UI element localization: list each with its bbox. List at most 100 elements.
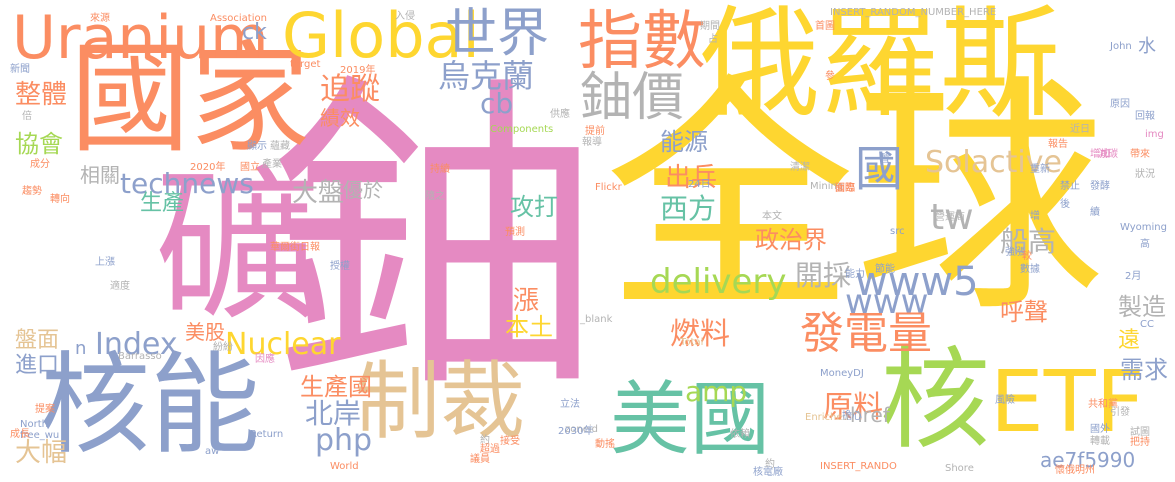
cloud-word: 烏克蘭 <box>438 57 535 95</box>
cloud-word: 依賴 <box>730 429 750 440</box>
cloud-word: 報導 <box>582 137 602 148</box>
cloud-word: 國外 <box>1090 424 1110 435</box>
cloud-word: 國際 <box>835 183 855 194</box>
cloud-word: 生產國 <box>300 373 372 401</box>
cloud-word: 核電廠 <box>753 467 783 478</box>
cloud-word: amp <box>685 375 748 408</box>
cloud-word: 持續 <box>430 164 450 175</box>
cloud-word: 礦 <box>155 151 320 343</box>
cloud-word: 國家 <box>70 30 310 169</box>
cloud-word: Wyoming <box>1120 222 1167 233</box>
cloud-word: cb <box>480 87 514 120</box>
cloud-word: 紛紛 <box>213 342 233 353</box>
cloud-word: target <box>290 59 321 70</box>
cloud-word: 授權 <box>330 261 350 272</box>
cloud-word: 原料 <box>823 390 883 425</box>
cloud-word: 趨勢 <box>22 186 42 197</box>
cloud-word: Mining <box>810 181 844 192</box>
cloud-word: 試圖 <box>1130 427 1150 438</box>
cloud-word: 全球 <box>605 54 1105 345</box>
cloud-word: 倍 <box>22 111 32 122</box>
cloud-word: www5 <box>855 259 979 305</box>
cloud-word: 攻打 <box>510 193 558 221</box>
cloud-word: 能力 <box>845 269 865 280</box>
cloud-word: 新聞 <box>10 64 30 75</box>
cloud-word: 俄羅斯 <box>700 0 1060 134</box>
cloud-word: 發酵 <box>1090 181 1110 192</box>
cloud-word: _blank <box>580 314 613 325</box>
cloud-word: 燃料 <box>670 317 730 352</box>
cloud-word: 參 <box>825 71 835 82</box>
cloud-word: www <box>845 282 929 322</box>
cloud-word: 優於 <box>343 178 383 202</box>
cloud-word: Solactive <box>925 145 1062 180</box>
cloud-word: World <box>330 461 359 472</box>
cloud-word: INSERT_RANDO <box>820 461 897 472</box>
cloud-word: 提前 <box>585 126 605 137</box>
cloud-word: 懷俄明州 <box>1055 465 1095 476</box>
cloud-word: 回報 <box>1135 111 1155 122</box>
cloud-word: delivery <box>650 262 787 302</box>
cloud-word: ETF <box>990 353 1145 452</box>
cloud-word: n <box>75 338 87 359</box>
cloud-word: 核 <box>880 336 990 464</box>
cloud-word: 世界 <box>445 4 550 64</box>
cloud-word: 遠 <box>1118 328 1141 353</box>
cloud-word: Total <box>680 337 704 348</box>
cloud-word: 近日 <box>1070 124 1090 135</box>
cloud-word: North <box>20 419 48 430</box>
cloud-word: 轉向 <box>50 194 70 205</box>
cloud-word: 後 <box>1060 199 1070 210</box>
cloud-word: 接受 <box>500 436 520 447</box>
cloud-word: 進口 <box>15 353 60 378</box>
cloud-word: 減碳 <box>1098 149 1118 160</box>
cloud-word: 上漲 <box>95 257 115 268</box>
cloud-word: 較 <box>1022 251 1032 262</box>
cloud-word: 2020年 <box>190 162 226 173</box>
cloud-word: 清潔 <box>790 162 810 173</box>
cloud-word: 追蹤 <box>320 72 380 107</box>
cloud-word: 生產 <box>140 191 185 216</box>
cloud-word: 能源 <box>660 128 708 156</box>
cloud-word: 擔心 <box>842 411 862 422</box>
cloud-word: ae7f5990 <box>1040 448 1136 472</box>
cloud-word: 重新 <box>1030 164 1050 175</box>
cloud-word: 北岸 <box>305 397 362 430</box>
cloud-word: 原因 <box>1110 99 1130 110</box>
cloud-word: 首圖 <box>815 21 835 32</box>
cloud-word: 增 <box>1030 211 1040 222</box>
cloud-word: 開採 <box>795 259 852 292</box>
cloud-word: 提案 <box>35 404 55 415</box>
cloud-word: 高 <box>1140 239 1150 250</box>
cloud-word: php <box>315 423 373 458</box>
cloud-word: 華爾街日報 <box>270 242 320 253</box>
cloud-word: Nuclear <box>225 327 341 362</box>
cloud-word: 約 <box>765 459 775 470</box>
cloud-word: 預測 <box>505 227 525 238</box>
cloud-word: 2030年 <box>558 426 594 437</box>
cloud-word: MoneyDJ <box>820 368 864 379</box>
cloud-word: 產業 <box>262 159 282 170</box>
cloud-word: Association <box>210 13 267 24</box>
cloud-word: 暫 <box>880 154 890 165</box>
cloud-word: 績效 <box>320 106 360 130</box>
cloud-word: 報告 <box>1048 139 1068 150</box>
cloud-word: 入侵 <box>395 11 415 22</box>
cloud-word: 鈾價 <box>580 68 685 128</box>
cloud-word: 立法 <box>560 399 580 410</box>
cloud-word: Components <box>490 124 554 135</box>
cloud-word: 協會 <box>15 130 63 158</box>
cloud-word: 本文 <box>762 211 782 222</box>
cloud-word: 面臨 <box>835 183 855 194</box>
cloud-word: ck <box>242 20 267 45</box>
cloud-word: 供應 <box>550 109 570 120</box>
cloud-word: 核能 <box>40 341 260 469</box>
cloud-word: 2019年 <box>340 65 376 76</box>
cloud-word: 發電量 <box>800 308 932 359</box>
cloud-word: 大盤 <box>292 178 345 208</box>
cloud-word: 蘊藏 <box>270 141 290 152</box>
cloud-word: 適度 <box>110 281 130 292</box>
cloud-word: 出兵 <box>665 163 718 193</box>
cloud-word: aw <box>205 446 220 457</box>
